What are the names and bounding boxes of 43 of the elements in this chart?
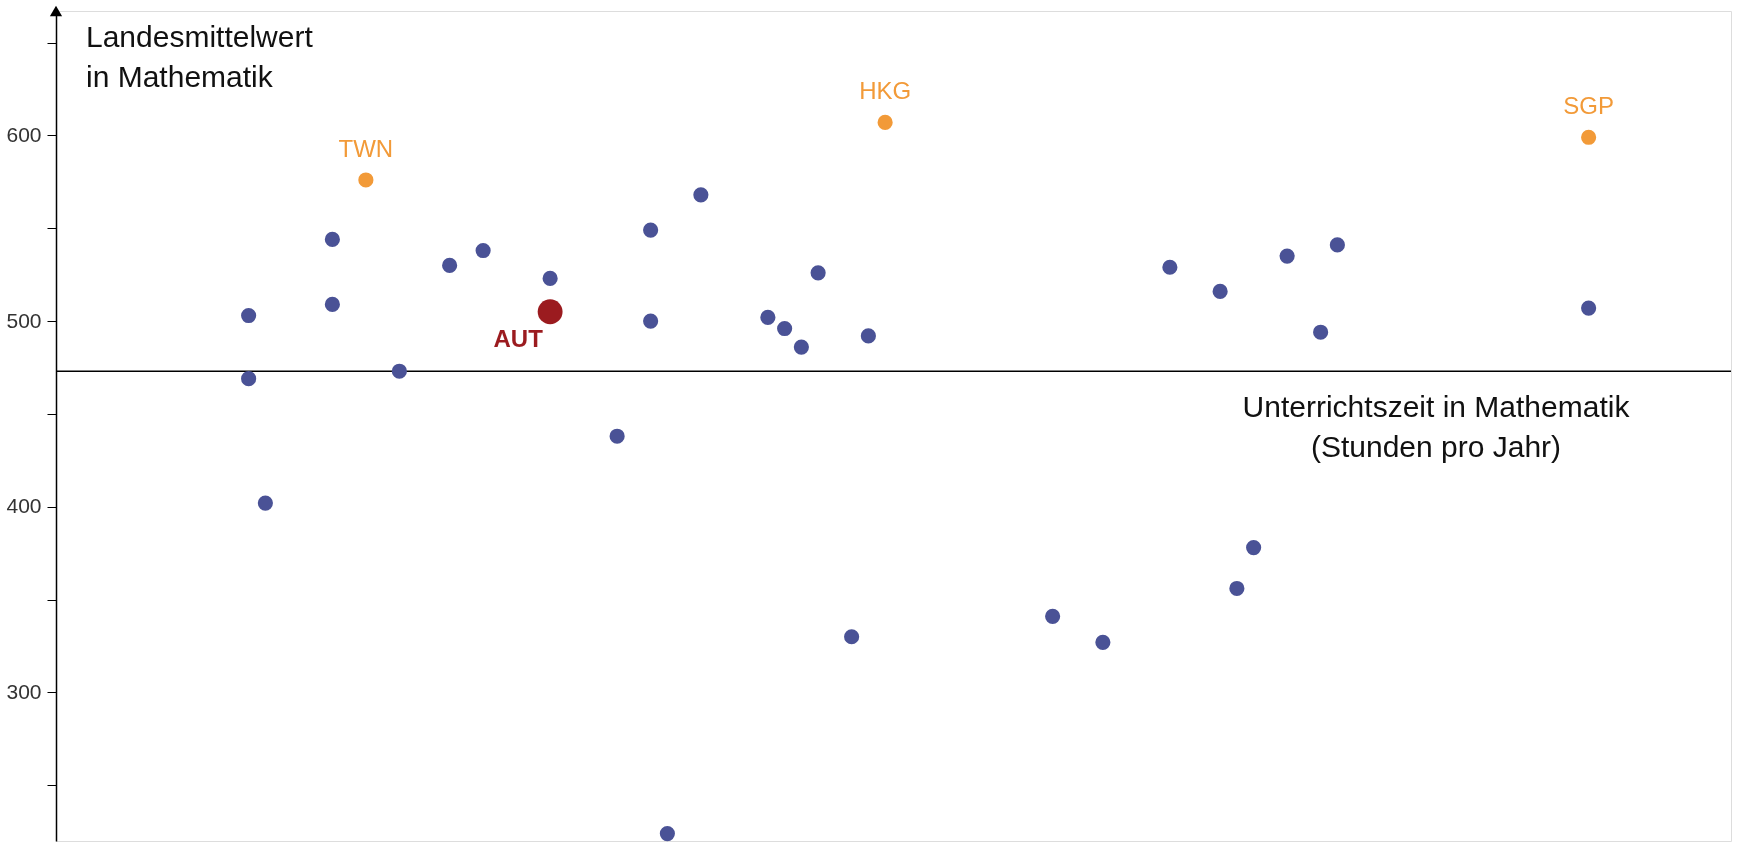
point <box>391 363 407 379</box>
point <box>1581 129 1597 145</box>
point <box>793 339 809 355</box>
x-axis-title: Unterrichtszeit in Mathematik (Stunden pro Jahr) <box>1242 390 1631 464</box>
point <box>1162 259 1178 275</box>
point <box>1329 237 1345 253</box>
y-axis-title: Landesmittelwert in Mathematik <box>86 20 314 93</box>
point <box>643 313 659 329</box>
series-label: TWN <box>338 134 394 162</box>
point <box>358 172 374 188</box>
point <box>475 242 491 259</box>
point <box>1581 300 1597 316</box>
point <box>1212 283 1228 299</box>
point <box>643 222 659 238</box>
point <box>810 265 826 281</box>
point <box>860 328 876 344</box>
y-tick-label: 300 <box>6 679 42 703</box>
point <box>1279 248 1295 264</box>
y-tick-label: 400 <box>6 494 42 518</box>
y-tick-label: 600 <box>6 122 42 146</box>
point <box>241 371 257 387</box>
point <box>1229 580 1245 597</box>
series-label: HKG <box>859 77 912 105</box>
point <box>1246 540 1262 556</box>
point <box>777 320 793 337</box>
point <box>1095 634 1111 650</box>
point <box>693 187 709 203</box>
point <box>1045 608 1061 624</box>
point <box>324 231 340 247</box>
point <box>760 309 776 325</box>
point <box>844 629 860 645</box>
point <box>877 114 893 130</box>
point <box>241 307 257 324</box>
point <box>542 270 558 286</box>
y-tick-label: 500 <box>6 308 42 332</box>
point <box>1313 324 1329 340</box>
point <box>659 826 675 842</box>
point <box>257 495 273 511</box>
series-label: SGP <box>1563 92 1614 120</box>
point <box>324 296 340 312</box>
point <box>442 257 458 273</box>
series-label: AUT <box>493 324 544 352</box>
point <box>609 428 625 444</box>
